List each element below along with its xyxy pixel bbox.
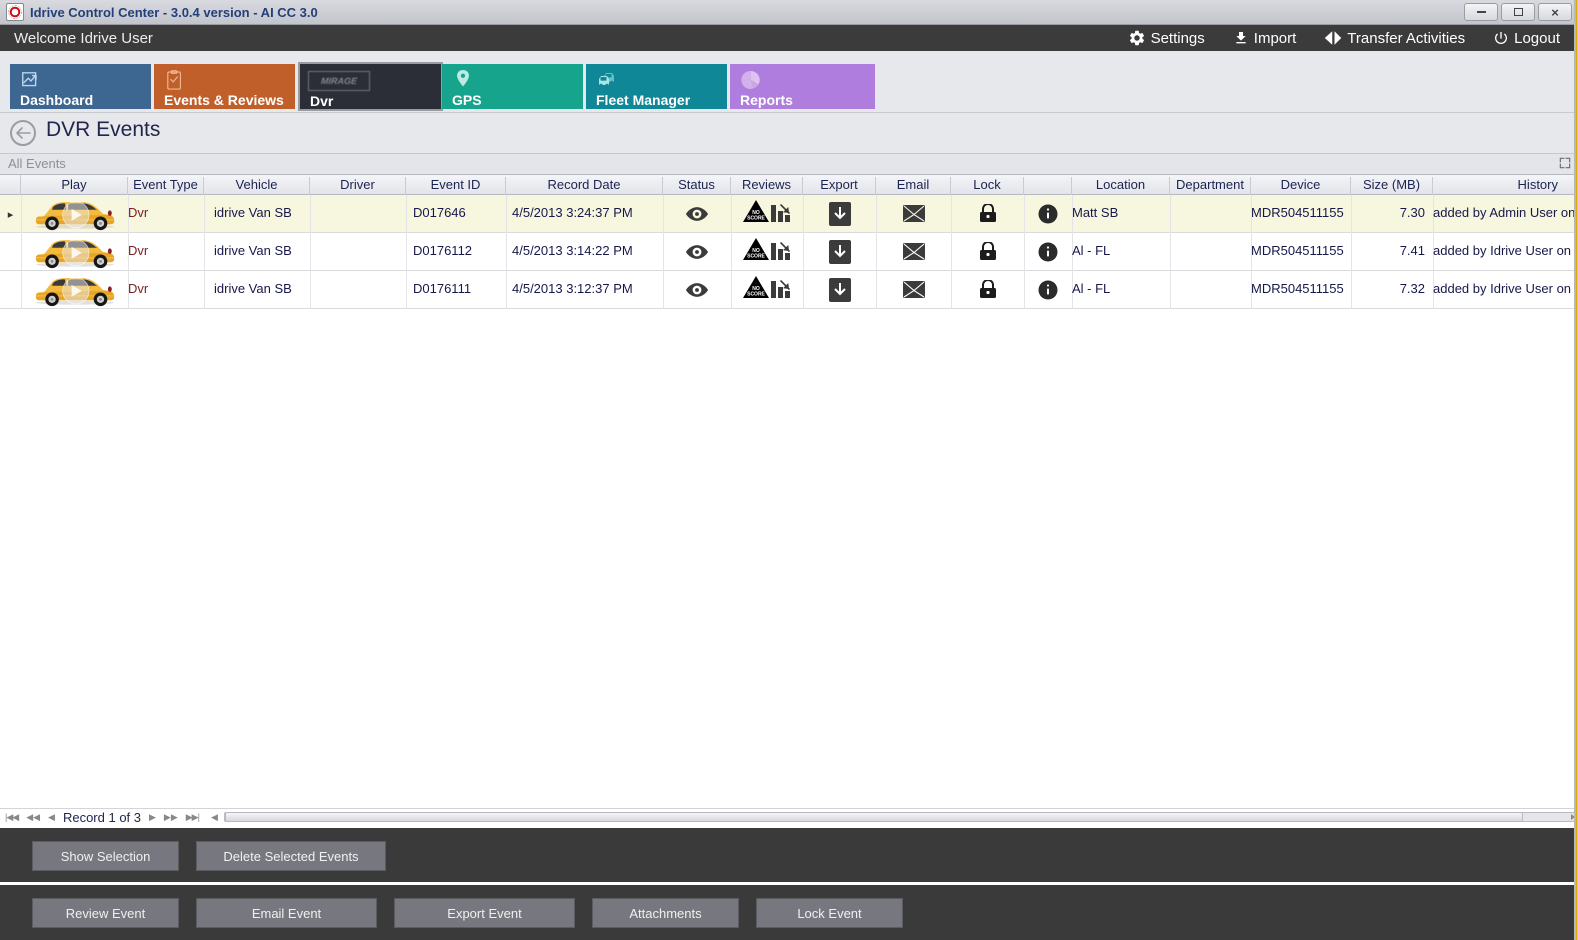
svg-text:SCORE: SCORE xyxy=(747,292,765,298)
svg-text:SCORE: SCORE xyxy=(747,254,765,260)
svg-text:SCORE: SCORE xyxy=(747,216,765,222)
